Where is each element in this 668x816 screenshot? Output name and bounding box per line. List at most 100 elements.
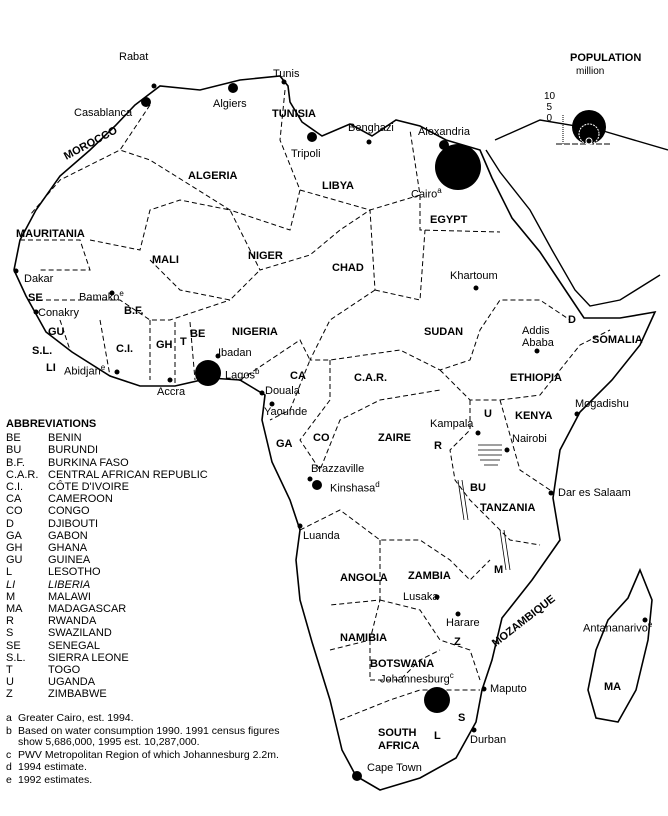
abbreviations-title: ABBREVIATIONS (6, 418, 97, 430)
country-label: LIBYA (322, 180, 354, 192)
city-dot (424, 687, 450, 713)
city-dot (215, 353, 221, 359)
abbreviation-row: B.F. BURKINA FASO (6, 456, 129, 469)
legend-tick: 5 (546, 102, 552, 113)
city-dot (504, 447, 510, 453)
footnote: b Based on water consumption 1990. 1991 c… (6, 724, 280, 748)
city-dot (312, 480, 322, 490)
city-label: Kinshasad (330, 480, 380, 495)
city-dot (534, 348, 540, 354)
city-dot (352, 771, 362, 781)
city-label: Maputo (490, 683, 527, 695)
country-label: ALGERIA (188, 170, 238, 182)
abbreviation-row: CA CAMEROON (6, 493, 113, 506)
city-label: Lusaka (403, 591, 439, 603)
city-label: Addis (522, 325, 550, 337)
madagascar-coastline (587, 567, 653, 723)
city-dot (574, 411, 580, 417)
africa-coastline (13, 75, 657, 791)
country-label: S (458, 712, 466, 724)
city-label: Cape Town (367, 762, 422, 774)
city-dot (151, 83, 157, 89)
country-label: GU (48, 326, 65, 338)
footnote: c PWV Metropolitan Region of which Johann… (6, 748, 279, 761)
abbreviation-row: SE SENEGAL (6, 639, 100, 652)
country-label: SE (28, 292, 43, 304)
city-label: Rabat (119, 51, 149, 63)
country-label: BOTSWANA (370, 658, 435, 670)
city-dot (13, 268, 19, 274)
city-dot (434, 594, 440, 600)
country-label: T (180, 336, 187, 348)
abbreviation-row: C.A.R. CENTRAL AFRICAN REPUBLIC (6, 468, 208, 481)
city-label: Casablanca (74, 107, 133, 119)
abbreviation-row: BU BURUNDI (6, 444, 99, 457)
city-label: Harare (446, 617, 480, 629)
country-label: S.L. (32, 345, 53, 357)
country-label: CHAD (332, 262, 364, 274)
country-label: GH (156, 339, 173, 351)
abbreviation-row: T TOGO (6, 664, 81, 677)
country-label: Z (454, 636, 461, 648)
abbreviation-row: R RWANDA (6, 615, 97, 628)
city-dot (471, 727, 477, 733)
city-label: Lagosb (225, 367, 260, 382)
abbreviation-row: BE BENIN (6, 432, 82, 445)
city-label: Antananarivoe (583, 620, 653, 635)
abbreviations-panel: ABBREVIATIONS BE BENIN BU BURUNDI B.F. BURKIN… (6, 418, 208, 701)
city-label: Ababa (522, 337, 554, 349)
arabia-coastline (485, 119, 668, 307)
country-label: MALI (152, 254, 179, 266)
lakes (457, 444, 511, 571)
city-dot (307, 476, 313, 482)
city-dot (642, 617, 648, 623)
country-label: NIGER (248, 250, 283, 262)
footnote: d 1994 estimate. (6, 761, 87, 773)
country-label: TANZANIA (480, 502, 536, 514)
city-label: Conakry (38, 307, 79, 319)
city-dot (114, 369, 120, 375)
country-label: SOUTH (378, 727, 417, 739)
abbreviation-row: L LESOTHO (6, 566, 101, 579)
city-dot (259, 390, 265, 396)
country-label: CO (313, 432, 330, 444)
country-label: AFRICA (378, 740, 420, 752)
city-label: Dar es Salaam (558, 487, 631, 499)
city-dot (548, 490, 554, 496)
country-label: ANGOLA (340, 572, 388, 584)
city-label: Douala (265, 385, 300, 397)
country-label: KENYA (515, 410, 553, 422)
country-label: L (434, 730, 441, 742)
city-dot (109, 290, 115, 296)
footnote: e 1992 estimates. (6, 773, 93, 786)
country-label: GA (276, 438, 293, 450)
city-dot (475, 430, 481, 436)
city-markers (13, 79, 648, 781)
country-label: D (568, 314, 576, 326)
abbreviation-row: S SWAZILAND (6, 627, 112, 640)
city-dot (297, 523, 303, 529)
city-dot (366, 139, 372, 145)
country-label: M (494, 564, 504, 576)
legend-tick: 0 (546, 113, 552, 124)
country-label: ZAMBIA (408, 570, 451, 582)
city-label: Cairoa (411, 186, 442, 201)
legend-tick: 10 (544, 91, 556, 102)
abbreviation-row: CO CONGO (6, 505, 90, 518)
legend-title: POPULATION (570, 52, 642, 64)
abbreviation-row: LI LIBERIA (6, 578, 91, 591)
country-label: C.I. (116, 343, 134, 355)
city-label: Nairobi (512, 433, 547, 445)
abbreviation-row: GH GHANA (6, 542, 88, 555)
country-label: SOMALIA (592, 334, 643, 346)
city-label: Kampala (430, 418, 474, 430)
country-label: C.A.R. (354, 372, 387, 384)
country-label: U (484, 408, 492, 420)
city-label: Algiers (213, 98, 247, 110)
country-label: SUDAN (424, 326, 464, 338)
footnotes: a Greater Cairo, est. 1994. b Based on wate… (6, 712, 296, 787)
city-label: Dakar (24, 273, 54, 285)
city-dot (269, 401, 275, 407)
